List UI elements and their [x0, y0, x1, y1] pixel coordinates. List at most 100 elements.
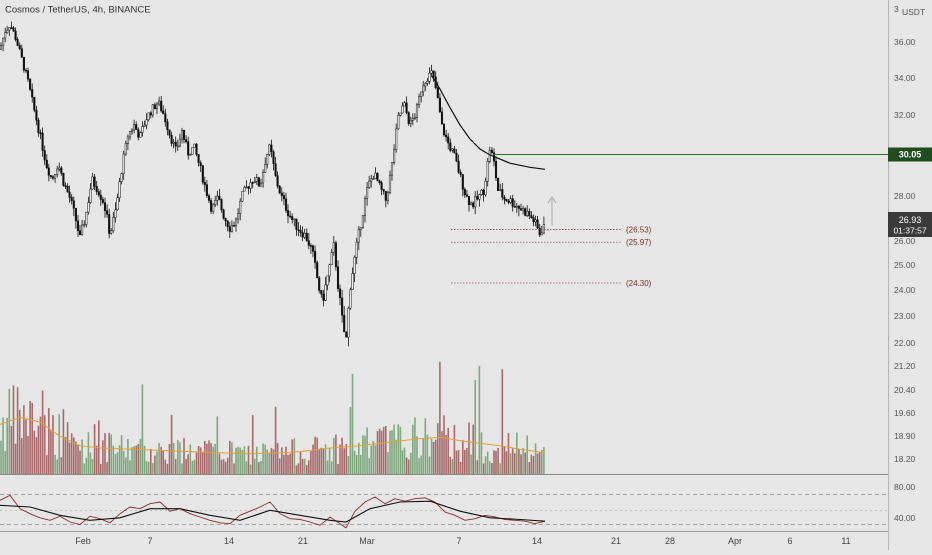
time-tick-label: 28	[665, 536, 675, 546]
candle-body	[264, 164, 267, 173]
candle-body	[519, 208, 523, 211]
volume-bar	[127, 439, 129, 474]
volume-bar	[141, 384, 144, 474]
volume-bar	[278, 458, 281, 474]
candle-body	[530, 215, 533, 218]
volume-bar	[56, 459, 58, 474]
candle-body	[447, 136, 450, 144]
volume-bar	[480, 432, 483, 474]
candle-body	[234, 218, 238, 226]
candle-body	[70, 197, 73, 202]
volume-bar	[382, 426, 385, 474]
volume-bar	[6, 417, 8, 474]
price-tick-label: 28.00	[894, 191, 916, 201]
candle-body	[522, 208, 525, 211]
volume-bar	[268, 452, 271, 474]
volume-bar	[306, 465, 308, 474]
volume-bar	[216, 416, 219, 474]
candle-body	[480, 189, 483, 195]
candle-body	[538, 227, 541, 236]
time-axis[interactable]: Feb 7 14 21 Mar 7 14 21 28 Apr 6 11	[75, 536, 850, 546]
candle-body	[245, 186, 248, 189]
candle-body	[89, 188, 92, 203]
volume-bar	[222, 459, 225, 474]
candlestick-series[interactable]	[0, 21, 545, 347]
candle-body	[278, 185, 281, 194]
volume-bar	[372, 440, 375, 474]
candle-body	[158, 100, 161, 105]
volume-bar	[274, 406, 277, 474]
candle-body	[478, 194, 481, 200]
volume-bar	[501, 369, 504, 474]
candle-body	[155, 103, 159, 110]
candle-body	[230, 225, 233, 232]
candle-body	[359, 227, 362, 230]
volume-bar	[538, 452, 541, 474]
candle-body	[499, 189, 502, 191]
candle-body	[268, 144, 271, 155]
volume-bar	[189, 444, 192, 474]
candle-body	[147, 112, 150, 121]
candle-body	[78, 230, 82, 235]
volume-bar	[351, 374, 354, 474]
volume-bar	[534, 443, 537, 474]
candle-body	[226, 220, 229, 227]
volume-bar	[524, 452, 526, 474]
volume-bar	[447, 427, 449, 474]
volume-bar	[174, 459, 177, 474]
candle-body	[430, 70, 433, 74]
volume-bar	[514, 453, 516, 474]
volume-bar	[14, 443, 17, 474]
candle-body	[507, 200, 510, 203]
volume-bar	[43, 415, 46, 474]
volume-bar	[532, 456, 535, 474]
candle-body	[43, 150, 46, 161]
volume-bar	[41, 390, 44, 474]
volume-bar	[193, 459, 196, 474]
volume-bar	[23, 405, 25, 474]
volume-bar	[401, 450, 404, 474]
candle-body	[341, 297, 344, 316]
candle-body	[374, 172, 377, 179]
volume-bar	[106, 462, 108, 474]
candle-body	[338, 288, 342, 299]
candle-body	[106, 210, 109, 215]
candle-body	[470, 202, 473, 205]
volume-bar	[112, 445, 115, 474]
candle-body	[41, 132, 44, 151]
price-axis[interactable]: 3 USDT 36.00 34.00 32.00 28.00 26.00 25.00 24.…	[894, 4, 925, 464]
volume-bar	[39, 416, 42, 474]
volume-bar	[31, 402, 33, 474]
price-tick-label: 21.20	[894, 361, 916, 371]
candle-body	[426, 80, 429, 84]
candle-body	[201, 165, 204, 183]
volume-bar	[87, 432, 90, 474]
price-tick-label: 23.00	[894, 311, 916, 321]
candle-body	[289, 215, 292, 218]
candle-body	[178, 138, 181, 147]
volume-bar	[27, 436, 29, 474]
volume-bar	[254, 458, 256, 474]
candle-body	[399, 112, 402, 116]
volume-bar	[320, 447, 323, 474]
volume-bar	[291, 439, 293, 474]
volume-bar	[143, 445, 146, 474]
oscillator-pane	[0, 494, 888, 529]
volume-bar	[100, 463, 102, 474]
candle-body	[509, 198, 512, 203]
volume-bar	[503, 446, 506, 474]
volume-bar	[333, 438, 335, 474]
volume-bar	[439, 361, 441, 474]
candle-body	[330, 252, 333, 265]
candle-body	[366, 187, 369, 199]
candle-body	[14, 30, 17, 40]
candle-body	[185, 139, 188, 143]
volume-bar	[108, 432, 110, 474]
candle-body	[311, 245, 315, 252]
candle-body	[214, 199, 217, 205]
candle-body	[29, 78, 32, 90]
candle-body	[133, 124, 136, 131]
volume-bar	[522, 447, 524, 474]
time-tick-label: 7	[147, 536, 152, 546]
